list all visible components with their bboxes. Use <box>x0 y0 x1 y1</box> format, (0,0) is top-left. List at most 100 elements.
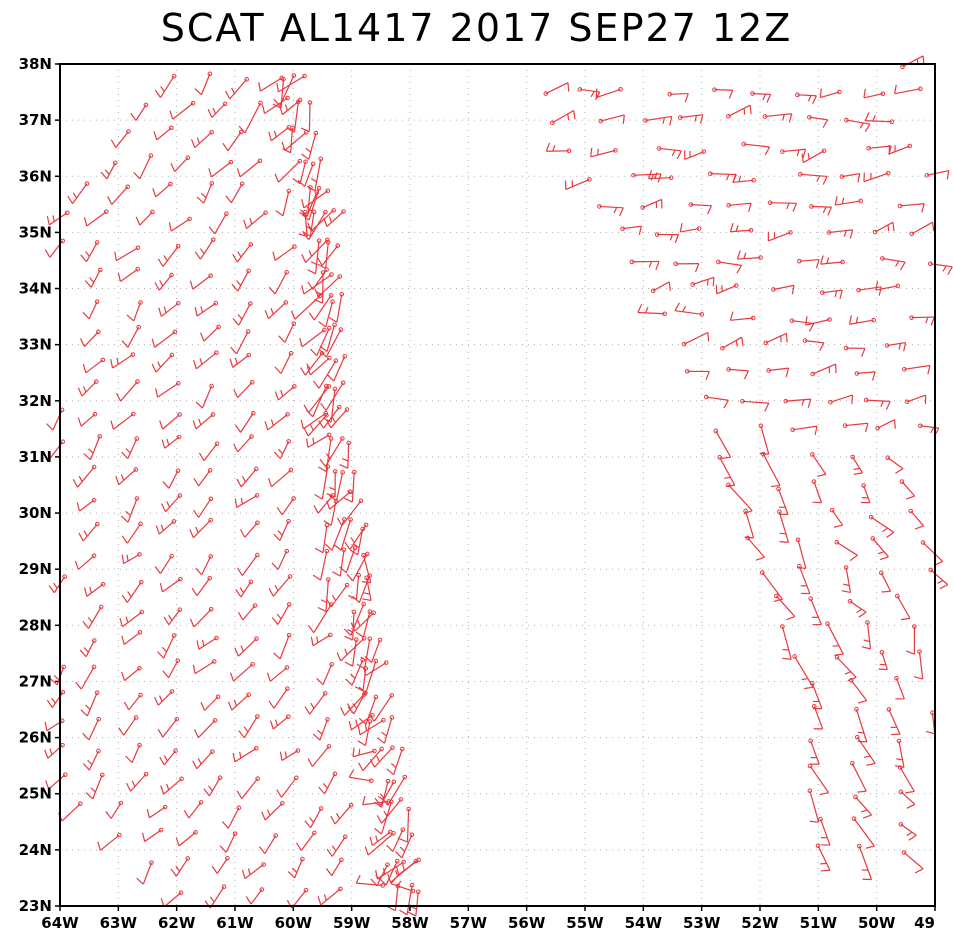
wind-barb <box>194 718 218 739</box>
wind-barb <box>155 519 177 535</box>
wind-barb <box>163 607 183 626</box>
wind-barb <box>305 432 332 448</box>
wind-barb <box>157 633 177 659</box>
longitude-tick-label: 54W <box>625 914 663 932</box>
latitude-tick-label: 27N <box>19 672 52 690</box>
wind-barb <box>854 734 876 766</box>
latitude-axis-labels: 38N 37N 36N 35N 34N 33N 32N 31N 30N 29N 28N 27N 26N 2… <box>19 55 52 915</box>
wind-barb <box>345 657 366 686</box>
wind-barb <box>189 273 213 290</box>
longitude-tick-label: 62W <box>158 914 196 932</box>
wind-barb <box>118 715 139 736</box>
wind-barb <box>211 855 230 874</box>
wind-barb <box>192 412 216 430</box>
wind-barb <box>820 289 843 299</box>
wind-barb <box>898 789 916 809</box>
wind-barb <box>110 129 131 148</box>
wind-barb <box>897 765 915 794</box>
wind-barb <box>203 775 223 797</box>
wind-barb <box>268 125 292 142</box>
wind-barb <box>886 707 901 736</box>
wind-barb <box>276 775 299 798</box>
wind-barb <box>902 364 931 375</box>
wind-barb <box>879 570 892 593</box>
wind-barb <box>766 367 790 377</box>
wind-barb <box>807 788 820 823</box>
wind-barb <box>77 379 99 397</box>
wind-barb <box>83 581 106 597</box>
wind-barb <box>927 261 953 275</box>
wind-barb <box>648 169 674 181</box>
wind-barb <box>82 748 101 771</box>
wind-barb <box>58 801 83 822</box>
wind-barb <box>273 73 297 107</box>
wind-barb <box>924 170 950 180</box>
wind-barb <box>154 689 175 706</box>
wind-barb <box>564 177 592 191</box>
wind-barb <box>192 659 217 675</box>
wind-barb <box>100 160 118 180</box>
wind-barb <box>232 301 253 326</box>
wind-barb <box>318 436 334 473</box>
wind-barb <box>750 91 772 103</box>
wind-barb <box>313 358 339 389</box>
wind-barb <box>316 662 335 686</box>
wind-barb <box>261 95 290 115</box>
wind-barb <box>76 497 97 512</box>
wind-barb <box>307 744 332 767</box>
latitude-tick-label: 37N <box>19 111 52 129</box>
wind-barb <box>319 322 337 352</box>
wind-barb <box>192 496 214 518</box>
longitude-tick-label: 58W <box>391 914 429 932</box>
wind-barb <box>44 238 65 258</box>
wind-barb <box>818 816 831 846</box>
wind-barb <box>50 664 66 686</box>
wind-barb <box>811 479 823 504</box>
wind-barb <box>819 88 842 99</box>
wind-barb <box>880 256 906 271</box>
longitude-tick-label: 64W <box>41 914 79 932</box>
wind-barb <box>801 148 827 164</box>
wind-barb <box>767 200 798 212</box>
wind-barb-layer <box>42 55 953 917</box>
wind-barb <box>899 479 916 500</box>
wind-barb <box>332 547 347 577</box>
wind-barb <box>325 857 344 877</box>
wind-barb <box>80 240 100 263</box>
wind-barb <box>300 350 325 376</box>
wind-barb <box>314 464 331 500</box>
wind-barb <box>863 397 891 410</box>
wind-barb <box>920 540 944 566</box>
wind-barb <box>820 255 845 265</box>
wind-barb <box>717 455 736 487</box>
wind-barb <box>121 324 141 348</box>
wind-barb <box>121 436 140 460</box>
wind-barb <box>780 624 792 660</box>
wind-barb <box>795 92 817 105</box>
wind-barb <box>240 520 260 538</box>
wind-barb <box>703 394 729 409</box>
wind-barb <box>894 738 905 768</box>
wind-barb <box>306 355 332 376</box>
wind-barb <box>301 237 330 263</box>
wind-barb <box>688 202 713 215</box>
wind-barb <box>326 407 350 429</box>
latitude-tick-label: 32N <box>19 392 52 410</box>
wind-barb <box>160 493 183 513</box>
wind-barb <box>196 181 215 204</box>
wind-barb <box>327 354 347 382</box>
wind-barb <box>348 713 375 731</box>
wind-barb <box>183 800 204 819</box>
wind-barb <box>195 383 214 409</box>
wind-barb <box>273 518 291 541</box>
wind-barb <box>82 604 104 629</box>
wind-barb <box>363 660 389 677</box>
wind-barb <box>78 521 100 542</box>
wind-barb <box>864 112 895 125</box>
latitude-tick-label: 26N <box>19 729 52 747</box>
wind-barb <box>234 410 256 433</box>
wind-barb <box>344 609 357 641</box>
wind-barb <box>110 411 136 430</box>
wind-barb <box>126 300 143 322</box>
wind-barb <box>379 858 400 886</box>
